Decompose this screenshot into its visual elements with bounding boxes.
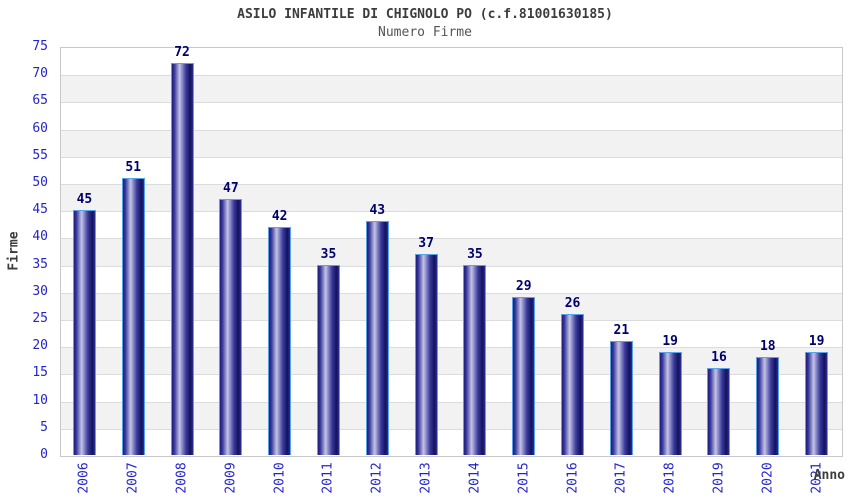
x-tick-label: 2020 — [760, 462, 776, 494]
bar — [121, 177, 145, 455]
y-tick-label: 5 — [40, 419, 48, 435]
bar-value-label: 47 — [223, 181, 239, 197]
bar — [561, 313, 585, 455]
y-tick-label: 15 — [32, 365, 48, 381]
x-tick-label: 2009 — [223, 462, 239, 494]
gridline — [61, 238, 842, 240]
x-tick-label: 2019 — [711, 462, 727, 494]
x-axis-label: Anno — [813, 468, 845, 483]
bar — [72, 210, 96, 455]
y-tick-label: 55 — [32, 147, 48, 163]
x-tick-label: 2006 — [76, 462, 92, 494]
gridline — [61, 320, 842, 321]
x-tick-label: 2015 — [516, 462, 532, 494]
y-tick-label: 0 — [40, 447, 48, 462]
bar — [170, 63, 194, 455]
bar-value-label: 21 — [613, 322, 630, 338]
x-tick-label: 2008 — [174, 462, 190, 494]
x-tick-label: 2018 — [662, 462, 678, 494]
bar — [463, 264, 487, 455]
bar-value-label: 72 — [174, 45, 190, 61]
bar-value-label: 37 — [418, 235, 434, 251]
bar — [512, 297, 536, 455]
bar — [219, 199, 243, 455]
bar — [707, 367, 731, 455]
y-tick-label: 50 — [32, 175, 48, 190]
bar-value-label: 19 — [662, 333, 678, 349]
bar — [414, 253, 438, 455]
y-tick-label: 25 — [32, 311, 48, 326]
y-tick-label: 75 — [32, 39, 48, 54]
bar-value-label: 19 — [808, 333, 825, 349]
x-tick-label: 2016 — [565, 462, 581, 494]
bar — [658, 351, 682, 455]
bar-value-label: 29 — [515, 279, 532, 295]
gridline — [61, 428, 842, 430]
gridline — [61, 129, 842, 131]
bar-value-label: 42 — [271, 208, 288, 224]
x-tick-label: 2014 — [467, 462, 483, 494]
gridline — [61, 347, 842, 349]
bar-value-label: 35 — [467, 246, 483, 262]
bar-value-label: 35 — [320, 246, 337, 262]
bar — [756, 357, 780, 455]
y-tick-label: 45 — [32, 202, 48, 218]
y-tick-label: 10 — [32, 392, 48, 408]
bar — [805, 351, 829, 455]
y-tick-label: 40 — [32, 229, 48, 245]
bar — [316, 264, 340, 455]
chart-title: ASILO INFANTILE DI CHIGNOLO PO (c.f.8100… — [237, 7, 613, 22]
y-tick-label: 30 — [32, 283, 48, 299]
chart-subtitle: Numero Firme — [378, 25, 472, 40]
bar-value-label: 51 — [125, 159, 142, 175]
bar-value-label: 26 — [564, 295, 581, 311]
x-tick-label: 2012 — [369, 462, 385, 494]
y-tick-label: 60 — [32, 120, 48, 136]
y-tick-label: 70 — [32, 66, 48, 82]
x-tick-label: 2013 — [418, 462, 434, 494]
bar-value-label: 45 — [76, 192, 93, 208]
bar-value-label: 43 — [369, 203, 386, 219]
x-tick-label: 2010 — [272, 462, 288, 494]
x-tick-label: 2007 — [125, 462, 141, 494]
y-tick-label: 20 — [32, 338, 48, 354]
bar — [609, 340, 633, 455]
bar — [268, 226, 292, 455]
gridline — [61, 75, 842, 77]
y-tick-label: 35 — [32, 256, 48, 272]
x-tick-label: 2011 — [320, 462, 336, 494]
y-tick-label: 65 — [32, 93, 48, 109]
gridline — [61, 401, 842, 403]
gridline — [61, 102, 842, 104]
bar-value-label: 16 — [711, 349, 727, 365]
gridline — [61, 184, 842, 185]
bar — [365, 221, 389, 455]
bar-value-label: 18 — [759, 339, 776, 355]
gridline — [61, 374, 842, 376]
gridline — [61, 156, 842, 158]
gridline — [61, 292, 842, 294]
gridline — [61, 211, 842, 213]
gridline — [61, 265, 842, 267]
x-tick-label: 2017 — [613, 462, 629, 494]
